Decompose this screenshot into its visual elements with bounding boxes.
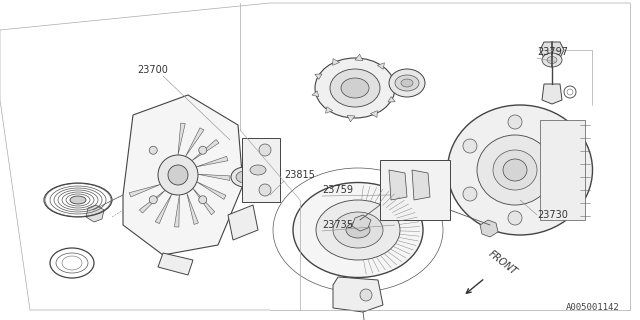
Polygon shape <box>158 253 193 275</box>
Circle shape <box>149 146 157 154</box>
Text: 23759: 23759 <box>322 185 353 195</box>
Polygon shape <box>391 79 398 85</box>
Ellipse shape <box>316 200 400 260</box>
Ellipse shape <box>542 53 562 67</box>
Ellipse shape <box>346 222 370 238</box>
Polygon shape <box>174 195 179 227</box>
Circle shape <box>259 144 271 156</box>
Ellipse shape <box>236 171 254 183</box>
Polygon shape <box>140 190 165 213</box>
Polygon shape <box>315 74 322 79</box>
Polygon shape <box>198 174 230 180</box>
Polygon shape <box>333 59 340 65</box>
Ellipse shape <box>333 212 383 248</box>
Bar <box>380 160 450 220</box>
Ellipse shape <box>447 105 593 235</box>
Polygon shape <box>187 193 198 224</box>
Ellipse shape <box>293 182 423 277</box>
Polygon shape <box>123 95 243 255</box>
Polygon shape <box>540 120 585 220</box>
Text: FRONT: FRONT <box>487 249 519 277</box>
Polygon shape <box>378 63 385 69</box>
Circle shape <box>199 196 207 204</box>
Circle shape <box>199 146 207 154</box>
Ellipse shape <box>70 196 86 204</box>
Polygon shape <box>389 170 407 200</box>
Ellipse shape <box>330 69 380 107</box>
Polygon shape <box>355 54 363 60</box>
Polygon shape <box>480 220 498 237</box>
Polygon shape <box>412 170 430 200</box>
Ellipse shape <box>547 57 557 63</box>
Polygon shape <box>228 205 258 240</box>
Circle shape <box>553 139 567 153</box>
Circle shape <box>149 196 157 204</box>
Polygon shape <box>178 123 185 155</box>
Ellipse shape <box>168 165 188 185</box>
Circle shape <box>463 139 477 153</box>
Text: 23797: 23797 <box>537 47 568 57</box>
Ellipse shape <box>503 159 527 181</box>
Polygon shape <box>326 107 333 113</box>
Polygon shape <box>129 184 161 197</box>
Polygon shape <box>242 138 280 202</box>
Polygon shape <box>347 116 355 122</box>
Polygon shape <box>86 205 104 222</box>
Ellipse shape <box>477 135 553 205</box>
Polygon shape <box>333 277 383 312</box>
Ellipse shape <box>231 167 259 187</box>
Ellipse shape <box>395 75 419 91</box>
Circle shape <box>553 187 567 201</box>
Ellipse shape <box>315 58 395 118</box>
Ellipse shape <box>158 155 198 195</box>
Polygon shape <box>352 215 371 231</box>
Ellipse shape <box>250 165 266 175</box>
Polygon shape <box>371 111 378 117</box>
Ellipse shape <box>389 69 425 97</box>
Polygon shape <box>156 194 172 224</box>
Polygon shape <box>540 42 564 58</box>
Ellipse shape <box>493 150 537 190</box>
Polygon shape <box>186 128 204 156</box>
Polygon shape <box>196 182 226 199</box>
Polygon shape <box>193 188 215 215</box>
Circle shape <box>508 115 522 129</box>
Circle shape <box>259 184 271 196</box>
Text: A005001142: A005001142 <box>566 303 620 312</box>
Polygon shape <box>196 156 228 167</box>
Ellipse shape <box>401 79 413 87</box>
Polygon shape <box>192 140 219 161</box>
Circle shape <box>463 187 477 201</box>
Circle shape <box>508 211 522 225</box>
Polygon shape <box>388 97 395 102</box>
Polygon shape <box>542 84 562 104</box>
Polygon shape <box>312 91 319 97</box>
Ellipse shape <box>341 78 369 98</box>
Text: 23735: 23735 <box>322 220 353 230</box>
Text: 23730: 23730 <box>537 210 568 220</box>
Text: 23815: 23815 <box>284 170 315 180</box>
Text: 23700: 23700 <box>137 65 168 75</box>
Circle shape <box>360 289 372 301</box>
